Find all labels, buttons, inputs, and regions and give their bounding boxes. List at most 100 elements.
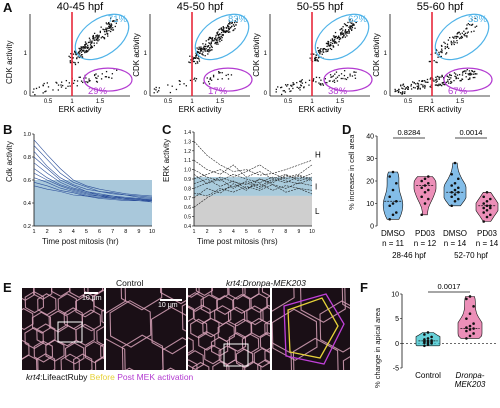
scatter-point bbox=[108, 22, 110, 25]
scatter-point bbox=[445, 53, 447, 55]
scatter-point bbox=[332, 35, 335, 37]
scatter-point bbox=[440, 50, 442, 53]
scale-bar-2 bbox=[160, 299, 182, 301]
scatter-point bbox=[404, 88, 406, 90]
data-point bbox=[450, 195, 453, 199]
lower-gate-ellipse bbox=[83, 67, 133, 92]
scatter-point bbox=[79, 53, 81, 55]
scatter-point bbox=[44, 91, 46, 93]
x-tick-label: 1.5 bbox=[456, 99, 465, 105]
scatter-point bbox=[192, 58, 194, 60]
scatter-point bbox=[468, 70, 471, 72]
scatter-point bbox=[212, 74, 215, 76]
cell-outline bbox=[22, 307, 34, 331]
scatter-point bbox=[416, 82, 419, 84]
scatter-point bbox=[466, 35, 468, 37]
scatter-point bbox=[103, 37, 106, 39]
scatter-point bbox=[221, 39, 223, 41]
cell-outline bbox=[272, 308, 318, 361]
scatter-point bbox=[320, 83, 322, 85]
x-tick-label: 6 bbox=[98, 229, 101, 235]
scatter-point bbox=[209, 50, 211, 52]
scatter-point bbox=[203, 47, 206, 50]
scatter-point bbox=[456, 42, 458, 44]
scatter-point bbox=[292, 82, 294, 84]
scatter-point bbox=[471, 69, 473, 72]
scatter-point bbox=[340, 77, 342, 80]
cell-outline bbox=[272, 342, 293, 370]
scatter-point bbox=[90, 41, 92, 43]
cell-outline bbox=[73, 353, 93, 370]
scatter-point bbox=[200, 46, 202, 48]
data-point bbox=[465, 329, 468, 333]
scatter-point bbox=[217, 43, 219, 45]
scatter-point bbox=[60, 84, 62, 86]
scatter-point bbox=[318, 50, 320, 52]
scatter-point bbox=[227, 73, 229, 76]
scatter-point bbox=[76, 57, 78, 60]
scatter-point bbox=[227, 78, 230, 80]
scatter-point bbox=[106, 23, 108, 25]
scatter-point bbox=[211, 37, 213, 39]
scatter-point bbox=[201, 53, 203, 55]
cell-outline bbox=[202, 317, 220, 338]
x-tick-label: 7 bbox=[271, 229, 274, 235]
scatter-point bbox=[300, 85, 303, 87]
cell-outline bbox=[166, 367, 176, 370]
scatter-point bbox=[446, 45, 449, 48]
scatter-point bbox=[319, 83, 321, 85]
scatter-point bbox=[236, 18, 239, 20]
cell-outline bbox=[260, 304, 270, 325]
scatter-point bbox=[355, 21, 357, 23]
scatter-point bbox=[429, 60, 431, 63]
scatter-point bbox=[112, 20, 114, 22]
scatter-point bbox=[300, 84, 302, 86]
x-tick-label: 1 bbox=[70, 99, 74, 105]
scatter-point bbox=[284, 91, 287, 93]
scatter-point bbox=[100, 26, 102, 28]
scatter-point bbox=[315, 81, 317, 83]
scatter-point bbox=[206, 49, 209, 51]
scatter-point bbox=[437, 85, 439, 87]
scatter-point bbox=[318, 76, 321, 79]
scatter-point bbox=[219, 33, 221, 36]
scatter-point bbox=[280, 93, 283, 96]
scatter-point bbox=[345, 25, 347, 27]
scatter-point bbox=[435, 76, 437, 78]
scatter-point bbox=[73, 79, 76, 82]
scatter-point bbox=[33, 88, 35, 90]
scale-bar-1 bbox=[84, 292, 98, 294]
scatter-point bbox=[93, 44, 96, 47]
scatter-point bbox=[317, 49, 320, 52]
cell-outline bbox=[319, 300, 350, 353]
scatter-point bbox=[441, 84, 443, 87]
scatter-point bbox=[453, 37, 455, 39]
scatter-point bbox=[441, 75, 443, 78]
cell-outline bbox=[188, 305, 195, 322]
scatter-point bbox=[438, 53, 440, 55]
scatter-point bbox=[439, 84, 441, 86]
band-label: H bbox=[315, 151, 321, 160]
p-value: 0.0017 bbox=[438, 282, 461, 291]
scatter-point bbox=[350, 22, 352, 24]
scatter-point bbox=[353, 24, 355, 26]
x-tick-label: 0.5 bbox=[44, 99, 53, 105]
scatter-point bbox=[344, 29, 347, 31]
scatter-point bbox=[219, 28, 221, 30]
scatter-point bbox=[321, 53, 323, 55]
data-point bbox=[457, 177, 460, 181]
cell-outline bbox=[216, 295, 234, 316]
scatter-point bbox=[88, 78, 90, 80]
x-axis-label: ERK activity bbox=[58, 105, 101, 114]
scatter-point bbox=[112, 27, 114, 29]
scatter-point bbox=[81, 48, 83, 51]
cell-outline bbox=[253, 347, 270, 368]
y-tick-label: 0.8 bbox=[184, 186, 191, 192]
scatter-point bbox=[448, 76, 450, 78]
group-label: Dronpa- bbox=[456, 371, 485, 380]
scatter-point bbox=[400, 92, 402, 94]
data-point bbox=[468, 295, 472, 298]
scatter-point bbox=[345, 31, 348, 34]
scatter-point bbox=[86, 50, 89, 52]
scatter-point bbox=[87, 41, 90, 44]
